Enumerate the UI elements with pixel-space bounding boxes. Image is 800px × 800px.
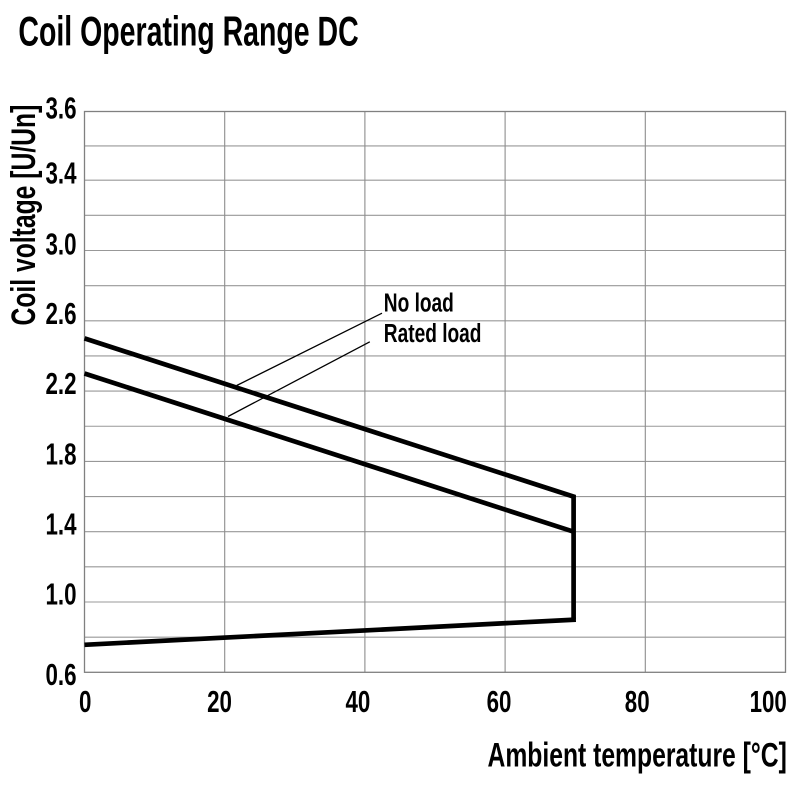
svg-text:1.8: 1.8 (45, 437, 76, 471)
svg-text:20: 20 (207, 685, 232, 719)
svg-text:3.4: 3.4 (45, 156, 76, 190)
svg-text:60: 60 (487, 685, 512, 719)
svg-text:100: 100 (750, 685, 787, 719)
svg-text:Ambient temperature [°C]: Ambient temperature [°C] (488, 737, 787, 775)
svg-text:2.2: 2.2 (45, 366, 76, 400)
svg-text:No load: No load (384, 289, 454, 317)
svg-text:2.6: 2.6 (45, 296, 76, 330)
svg-text:3.6: 3.6 (45, 91, 76, 125)
svg-text:40: 40 (345, 685, 370, 719)
svg-text:80: 80 (625, 685, 650, 719)
svg-text:Rated load: Rated load (384, 319, 482, 347)
svg-text:1.4: 1.4 (45, 507, 76, 541)
svg-text:Coil Operating Range DC: Coil Operating Range DC (18, 8, 358, 55)
svg-text:Coil voltage [U/Un]: Coil voltage [U/Un] (5, 105, 43, 326)
svg-text:1.0: 1.0 (45, 577, 76, 611)
svg-text:0.6: 0.6 (45, 658, 76, 692)
svg-text:0: 0 (79, 685, 91, 719)
svg-text:3.0: 3.0 (45, 227, 76, 261)
